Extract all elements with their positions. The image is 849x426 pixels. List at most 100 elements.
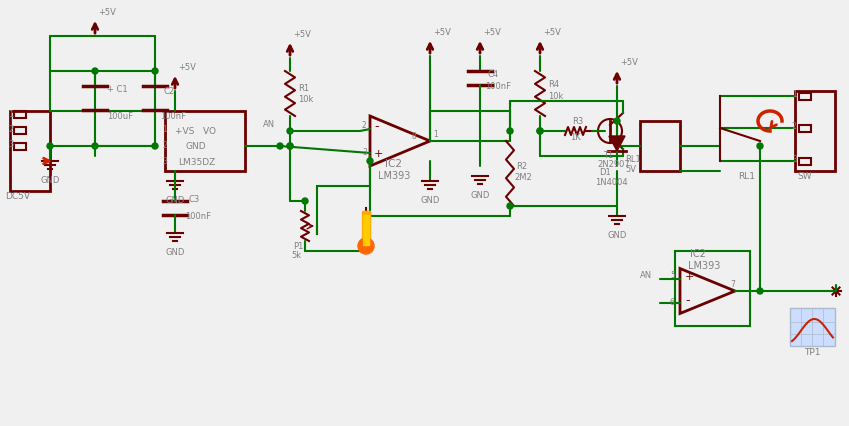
Text: SW: SW xyxy=(798,172,812,181)
Bar xyxy=(795,92,835,172)
Text: +5V: +5V xyxy=(620,58,638,67)
Circle shape xyxy=(358,239,374,254)
Text: GND: GND xyxy=(40,176,59,184)
Text: 3: 3 xyxy=(792,155,797,164)
Text: 2: 2 xyxy=(8,125,14,134)
Text: IC2: IC2 xyxy=(385,158,402,169)
Text: +5V: +5V xyxy=(178,63,196,72)
Text: 2: 2 xyxy=(792,122,796,131)
Text: +5V: +5V xyxy=(98,8,115,17)
Text: R1: R1 xyxy=(298,84,309,93)
Circle shape xyxy=(537,129,543,135)
Text: GND: GND xyxy=(470,190,490,199)
Text: +VS   VO: +VS VO xyxy=(175,127,216,136)
Circle shape xyxy=(92,144,98,150)
Text: + C1: + C1 xyxy=(107,85,127,94)
Text: 7: 7 xyxy=(730,279,735,288)
Text: GND: GND xyxy=(185,142,205,151)
Text: 1N4004: 1N4004 xyxy=(595,178,627,187)
Text: 6: 6 xyxy=(670,297,675,306)
Bar xyxy=(799,158,811,166)
Text: 1: 1 xyxy=(162,125,166,134)
Text: -: - xyxy=(685,294,689,306)
Bar xyxy=(14,144,26,151)
Text: R4: R4 xyxy=(548,80,559,89)
Polygon shape xyxy=(609,137,625,152)
Text: 5V: 5V xyxy=(625,164,636,173)
Circle shape xyxy=(302,199,308,204)
Circle shape xyxy=(287,144,293,150)
Text: GND: GND xyxy=(166,248,185,256)
Text: 10k: 10k xyxy=(548,92,564,101)
Text: 3: 3 xyxy=(362,148,367,157)
Text: R3: R3 xyxy=(572,117,583,126)
Circle shape xyxy=(152,69,158,75)
Text: 2: 2 xyxy=(162,141,166,150)
Circle shape xyxy=(367,158,373,164)
Circle shape xyxy=(757,288,763,294)
Bar xyxy=(14,128,26,135)
Circle shape xyxy=(92,69,98,75)
Text: 10k: 10k xyxy=(298,95,313,104)
Text: LM393: LM393 xyxy=(688,260,720,271)
Text: 100nF: 100nF xyxy=(160,112,186,121)
Text: GND: GND xyxy=(166,196,185,204)
Text: 3: 3 xyxy=(8,140,14,149)
Text: 5k: 5k xyxy=(291,250,301,259)
Text: 1K: 1K xyxy=(570,132,581,142)
Bar xyxy=(165,112,245,172)
Circle shape xyxy=(277,144,283,150)
Text: 2: 2 xyxy=(362,121,367,130)
Text: +5V: +5V xyxy=(543,28,561,37)
Text: LM393: LM393 xyxy=(378,170,410,181)
Text: AN: AN xyxy=(640,271,652,279)
Text: IC2: IC2 xyxy=(690,248,706,259)
Bar xyxy=(10,112,50,192)
Text: TP1: TP1 xyxy=(804,347,820,356)
Text: 2M2: 2M2 xyxy=(514,173,531,181)
Text: 5: 5 xyxy=(670,271,675,279)
Bar xyxy=(363,216,369,245)
Text: C3: C3 xyxy=(188,195,200,204)
Circle shape xyxy=(537,129,543,135)
Text: T1: T1 xyxy=(603,151,613,160)
Text: GND: GND xyxy=(420,196,440,204)
Circle shape xyxy=(287,129,293,135)
Bar xyxy=(14,112,26,119)
Text: 100nF: 100nF xyxy=(485,82,511,91)
Text: 1: 1 xyxy=(433,130,438,139)
Bar xyxy=(675,251,750,326)
Text: D1: D1 xyxy=(599,167,610,177)
Circle shape xyxy=(152,144,158,150)
Bar xyxy=(799,126,811,132)
Text: +: + xyxy=(374,149,384,158)
Bar xyxy=(799,94,811,101)
Text: C2: C2 xyxy=(163,87,174,96)
Text: R2: R2 xyxy=(516,161,527,170)
Text: P1: P1 xyxy=(293,242,303,250)
Text: GND: GND xyxy=(607,230,627,239)
Text: 100nF: 100nF xyxy=(185,211,211,221)
Bar xyxy=(790,308,835,346)
Circle shape xyxy=(614,119,620,125)
Text: RL1: RL1 xyxy=(625,155,641,164)
Text: 3: 3 xyxy=(162,157,167,166)
Circle shape xyxy=(757,144,763,150)
Text: 8: 8 xyxy=(412,132,417,141)
Text: -: - xyxy=(374,120,379,133)
Text: +: + xyxy=(685,271,694,281)
Text: 2N2907: 2N2907 xyxy=(597,160,630,169)
Text: +5V: +5V xyxy=(293,30,311,39)
Bar xyxy=(362,211,370,246)
Text: 1: 1 xyxy=(792,90,796,99)
Circle shape xyxy=(287,144,293,150)
Text: +5V: +5V xyxy=(433,28,451,37)
Text: 1: 1 xyxy=(8,110,14,119)
Text: AN: AN xyxy=(263,120,275,129)
Text: 100uF: 100uF xyxy=(107,112,133,121)
Circle shape xyxy=(507,204,513,210)
Circle shape xyxy=(47,144,53,150)
Text: DC5V: DC5V xyxy=(5,192,31,201)
Text: RL1: RL1 xyxy=(738,172,755,181)
Text: C4: C4 xyxy=(488,70,499,79)
